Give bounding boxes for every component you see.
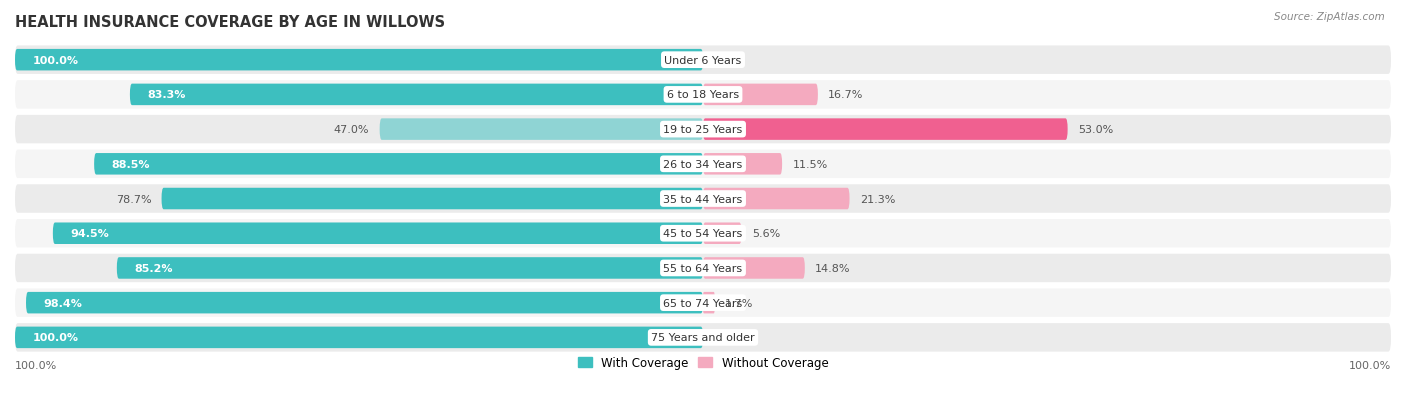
FancyBboxPatch shape: [162, 188, 703, 210]
Text: 35 to 44 Years: 35 to 44 Years: [664, 194, 742, 204]
FancyBboxPatch shape: [53, 223, 703, 244]
Text: Source: ZipAtlas.com: Source: ZipAtlas.com: [1274, 12, 1385, 22]
FancyBboxPatch shape: [15, 185, 1391, 213]
FancyBboxPatch shape: [15, 323, 1391, 352]
FancyBboxPatch shape: [15, 50, 703, 71]
FancyBboxPatch shape: [15, 46, 1391, 75]
FancyBboxPatch shape: [15, 219, 1391, 248]
Text: 65 to 74 Years: 65 to 74 Years: [664, 298, 742, 308]
FancyBboxPatch shape: [380, 119, 703, 140]
Text: 78.7%: 78.7%: [115, 194, 152, 204]
FancyBboxPatch shape: [15, 81, 1391, 109]
FancyBboxPatch shape: [15, 150, 1391, 178]
Text: 100.0%: 100.0%: [15, 360, 58, 370]
Text: 98.4%: 98.4%: [44, 298, 82, 308]
FancyBboxPatch shape: [703, 154, 782, 175]
FancyBboxPatch shape: [117, 258, 703, 279]
Text: 55 to 64 Years: 55 to 64 Years: [664, 263, 742, 273]
FancyBboxPatch shape: [15, 289, 1391, 317]
Text: 100.0%: 100.0%: [32, 332, 79, 342]
Text: 26 to 34 Years: 26 to 34 Years: [664, 159, 742, 169]
Text: 11.5%: 11.5%: [793, 159, 828, 169]
Text: 6 to 18 Years: 6 to 18 Years: [666, 90, 740, 100]
FancyBboxPatch shape: [703, 292, 714, 313]
FancyBboxPatch shape: [703, 188, 849, 210]
Text: 83.3%: 83.3%: [148, 90, 186, 100]
Text: 100.0%: 100.0%: [1348, 360, 1391, 370]
Text: 19 to 25 Years: 19 to 25 Years: [664, 125, 742, 135]
FancyBboxPatch shape: [703, 84, 818, 106]
Text: HEALTH INSURANCE COVERAGE BY AGE IN WILLOWS: HEALTH INSURANCE COVERAGE BY AGE IN WILL…: [15, 15, 446, 30]
Text: 94.5%: 94.5%: [70, 229, 108, 239]
Text: 47.0%: 47.0%: [333, 125, 370, 135]
Text: 14.8%: 14.8%: [815, 263, 851, 273]
Text: 45 to 54 Years: 45 to 54 Years: [664, 229, 742, 239]
FancyBboxPatch shape: [15, 327, 703, 348]
FancyBboxPatch shape: [129, 84, 703, 106]
Text: 100.0%: 100.0%: [32, 55, 79, 66]
FancyBboxPatch shape: [15, 254, 1391, 282]
FancyBboxPatch shape: [703, 119, 1067, 140]
Text: 21.3%: 21.3%: [860, 194, 896, 204]
Text: 16.7%: 16.7%: [828, 90, 863, 100]
Legend: With Coverage, Without Coverage: With Coverage, Without Coverage: [572, 351, 834, 373]
Text: 75 Years and older: 75 Years and older: [651, 332, 755, 342]
Text: 1.7%: 1.7%: [725, 298, 754, 308]
Text: 53.0%: 53.0%: [1078, 125, 1114, 135]
FancyBboxPatch shape: [25, 292, 703, 313]
Text: Under 6 Years: Under 6 Years: [665, 55, 741, 66]
FancyBboxPatch shape: [703, 223, 741, 244]
FancyBboxPatch shape: [703, 258, 804, 279]
Text: 88.5%: 88.5%: [111, 159, 150, 169]
FancyBboxPatch shape: [15, 116, 1391, 144]
FancyBboxPatch shape: [94, 154, 703, 175]
Text: 5.6%: 5.6%: [752, 229, 780, 239]
Text: 85.2%: 85.2%: [134, 263, 173, 273]
